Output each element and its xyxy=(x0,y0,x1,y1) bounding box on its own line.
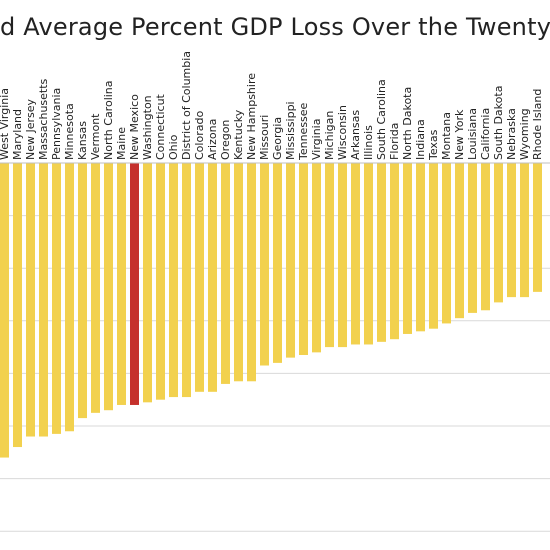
category-label: North Carolina xyxy=(102,80,115,160)
bar-wisconsin xyxy=(338,163,347,348)
category-label: West Virginia xyxy=(0,88,11,160)
category-label: Nebraska xyxy=(505,108,518,160)
category-label: Wisconsin xyxy=(336,105,349,160)
bar-florida xyxy=(390,163,399,340)
category-label: New Mexico xyxy=(128,94,141,160)
bar-michigan xyxy=(325,163,334,348)
category-label: Colorado xyxy=(193,111,206,160)
bar-district-of-columbia xyxy=(182,163,191,398)
bar-missouri xyxy=(260,163,269,366)
category-label: Oregon xyxy=(219,120,232,160)
bar-west-virginia xyxy=(0,163,9,458)
category-label: South Dakota xyxy=(492,86,505,160)
bar-pennsylvania xyxy=(52,163,61,434)
bar-minnesota xyxy=(65,163,74,432)
bar-colorado xyxy=(195,163,204,392)
category-label: Montana xyxy=(440,112,453,160)
bar-north-dakota xyxy=(403,163,412,334)
category-label: Maine xyxy=(115,127,128,160)
category-label: Minnesota xyxy=(63,103,76,160)
bar-montana xyxy=(442,163,451,324)
category-label: Tennessee xyxy=(297,102,310,161)
category-label: Massachusetts xyxy=(37,78,50,160)
category-label: Virginia xyxy=(310,119,323,160)
bar-rhode-island xyxy=(533,163,542,292)
category-label: Pennsylvania xyxy=(50,88,63,160)
bar-oregon xyxy=(221,163,230,384)
category-label: Florida xyxy=(388,123,401,160)
bar-tennessee xyxy=(299,163,308,355)
bar-louisiana xyxy=(468,163,477,313)
bar-washington xyxy=(143,163,152,403)
bar-south-dakota xyxy=(494,163,503,303)
bar-illinois xyxy=(364,163,373,345)
category-label: Ohio xyxy=(167,134,180,160)
category-label: Texas xyxy=(427,129,440,161)
category-label: Wyoming xyxy=(518,108,531,160)
category-label: Kentucky xyxy=(232,109,245,160)
bar-arizona xyxy=(208,163,217,392)
category-label: Arkansas xyxy=(349,110,362,160)
bar-kentucky xyxy=(234,163,243,382)
category-label: South Carolina xyxy=(375,79,388,160)
bar-wyoming xyxy=(520,163,529,298)
chart-title: d Average Percent GDP Loss Over the Twen… xyxy=(0,13,550,41)
bar-vermont xyxy=(91,163,100,413)
category-label: Arizona xyxy=(206,119,219,160)
bar-nebraska xyxy=(507,163,516,298)
bar-south-carolina xyxy=(377,163,386,342)
category-label: New Hampshire xyxy=(245,73,258,160)
bar-new-york xyxy=(455,163,464,319)
bar-maine xyxy=(117,163,126,405)
category-label: Georgia xyxy=(271,117,284,160)
category-label: Maryland xyxy=(11,109,24,160)
bar-indiana xyxy=(416,163,425,332)
category-label: New Jersey xyxy=(24,98,37,160)
bar-texas xyxy=(429,163,438,329)
bar-virginia xyxy=(312,163,321,353)
bar-arkansas xyxy=(351,163,360,345)
category-label: Connecticut xyxy=(154,93,167,160)
bar-mississippi xyxy=(286,163,295,358)
category-label: Washington xyxy=(141,95,154,160)
category-label: Mississippi xyxy=(284,101,297,160)
bar-north-carolina xyxy=(104,163,113,411)
category-label: Vermont xyxy=(89,113,102,160)
bar-georgia xyxy=(273,163,282,363)
category-label: Louisiana xyxy=(466,108,479,160)
bar-new-jersey xyxy=(26,163,35,437)
bar-maryland xyxy=(13,163,22,448)
category-label: New York xyxy=(453,109,466,160)
category-label: Indiana xyxy=(414,119,427,160)
bar-connecticut xyxy=(156,163,165,400)
category-label: Kansas xyxy=(76,121,89,160)
bar-kansas xyxy=(78,163,87,419)
category-label: California xyxy=(479,108,492,160)
bar-california xyxy=(481,163,490,311)
category-label: District of Columbia xyxy=(180,51,193,160)
category-label: North Dakota xyxy=(401,87,414,160)
category-label: Illinois xyxy=(362,125,375,160)
bar-massachusetts xyxy=(39,163,48,437)
category-label: Rhode Island xyxy=(531,89,544,160)
bar-ohio xyxy=(169,163,178,398)
bar-new-mexico xyxy=(130,163,139,405)
bar-new-hampshire xyxy=(247,163,256,382)
category-label: Missouri xyxy=(258,115,271,160)
category-label: Michigan xyxy=(323,111,336,160)
